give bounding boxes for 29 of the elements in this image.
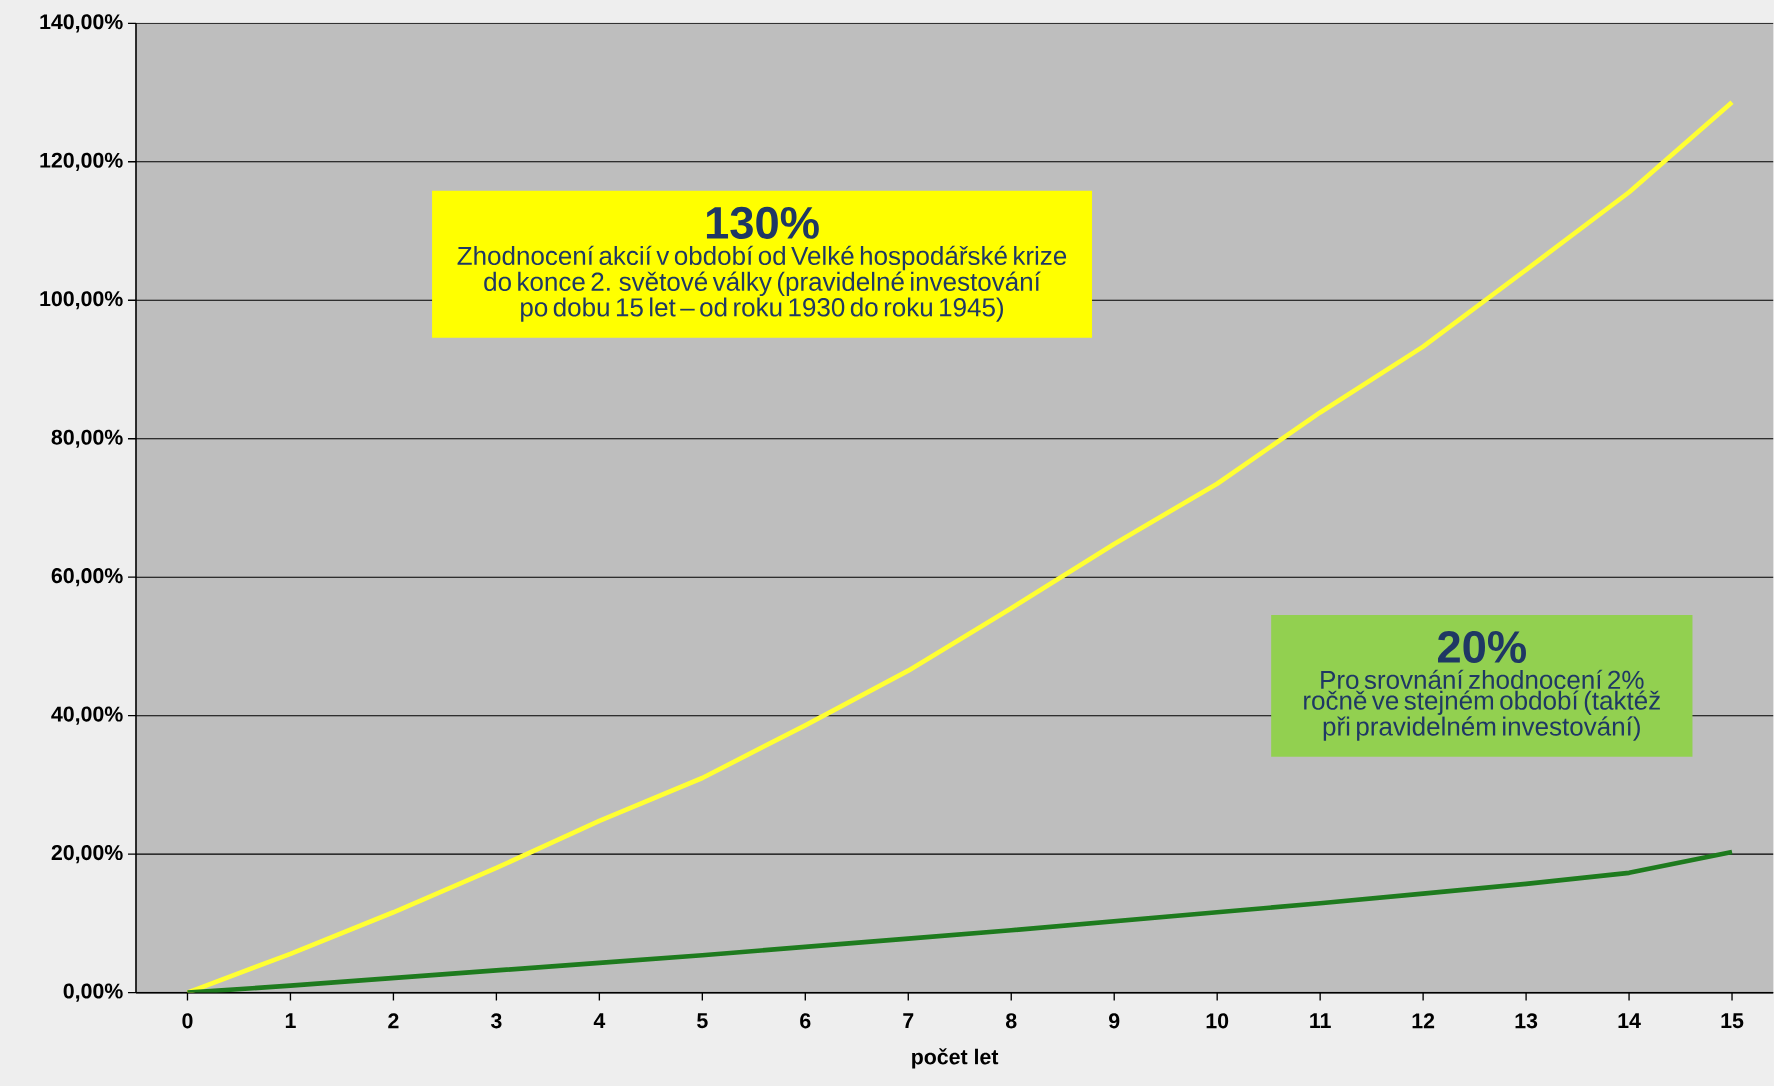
x-tick-label: 15: [1721, 1013, 1744, 1029]
y-tick-label: 40,00%: [51, 706, 123, 725]
x-axis-title: počet let: [912, 1048, 999, 1069]
annotation: 130%: [706, 206, 819, 240]
x-tick-label: 14: [1618, 1013, 1641, 1029]
y-tick-label: 100,00%: [40, 291, 123, 310]
x-tick-label: 12: [1412, 1013, 1435, 1029]
x-tick-label: 11: [1310, 1013, 1331, 1029]
x-tick-label: 3: [490, 1013, 502, 1029]
x-tick-label: 5: [697, 1013, 708, 1029]
x-tick-label: 13: [1515, 1013, 1538, 1029]
x-tick-label: 1: [285, 1013, 296, 1029]
x-tick-label: 10: [1206, 1013, 1229, 1029]
x-tick-label: 7: [903, 1013, 914, 1029]
x-tick-label: 9: [1109, 1013, 1120, 1029]
y-tick-label: 0,00%: [63, 983, 123, 1002]
y-tick-label: 140,00%: [40, 14, 123, 33]
annotation: 20%: [1438, 630, 1526, 664]
annotation: Pro srovnání zhodnocení 2% ročně ve stejném období (taktéž při pravidelném investování): [1304, 669, 1660, 741]
y-tick-label: 20,00%: [51, 845, 123, 864]
annotation: Zhodnocení akcií v období od Velké hospodářské krize do konce 2. světové války (pravidelné investování po dobu 15 let – od roku 1930 do roku 1945): [457, 245, 1067, 322]
x-tick-label: 6: [800, 1013, 811, 1029]
x-tick-label: 8: [1005, 1013, 1017, 1029]
y-tick-label: 60,00%: [51, 568, 123, 587]
y-tick-label: 120,00%: [40, 152, 123, 171]
y-tick-label: 80,00%: [51, 429, 123, 448]
x-tick-label: 0: [182, 1013, 193, 1029]
x-tick-label: 4: [593, 1013, 606, 1029]
x-tick-label: 2: [388, 1013, 399, 1029]
